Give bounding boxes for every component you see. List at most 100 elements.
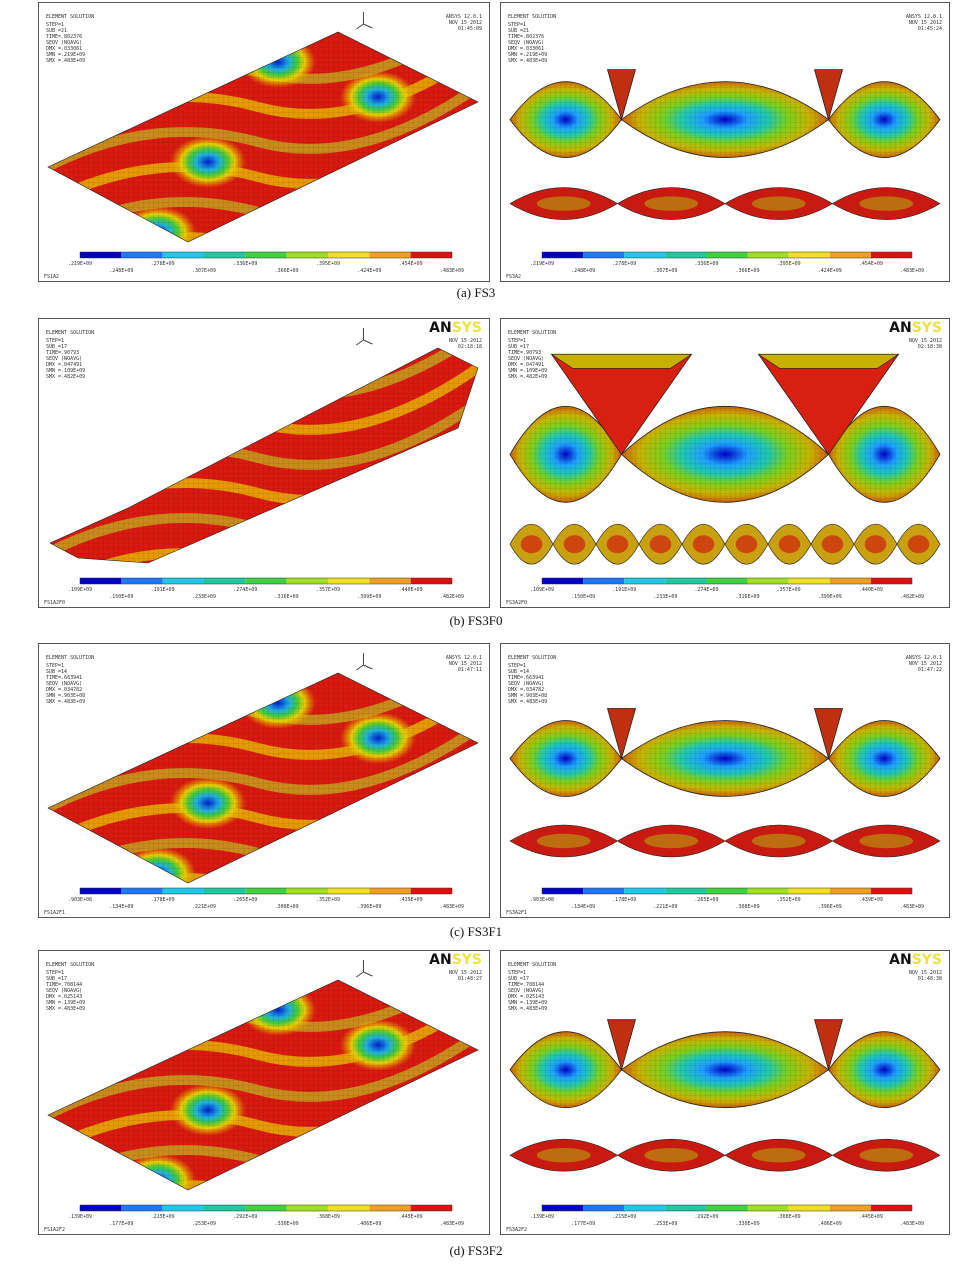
- legend-swatch: [871, 888, 912, 894]
- legend-swatch: [748, 888, 789, 894]
- small-lens-core: [859, 196, 913, 210]
- legend-swatch: [287, 1205, 328, 1211]
- legend-label: .307E+09: [192, 268, 216, 274]
- caption: (d) FS3F2: [449, 1243, 502, 1258]
- panel: ELEMENT SOLUTIONSTEP=1SUB =14TIME=.66394…: [38, 643, 498, 918]
- legend-swatch: [80, 1205, 121, 1211]
- legend-label: .395E+09: [777, 261, 801, 267]
- legend-label: .445E+09: [859, 1214, 883, 1220]
- legend-swatch: [80, 252, 121, 258]
- legend-label: .336E+09: [694, 261, 718, 267]
- logo-part: AN: [429, 952, 452, 968]
- legend-swatch: [287, 578, 328, 584]
- legend-swatch: [665, 252, 706, 258]
- legend-swatch: [204, 252, 245, 258]
- legend-swatch: [789, 888, 830, 894]
- legend-swatch: [542, 578, 583, 584]
- legend-swatch: [328, 888, 369, 894]
- logo-part: SYS: [912, 952, 942, 968]
- legend-swatch: [287, 252, 328, 258]
- stamp-line: 01:47:11: [458, 667, 482, 673]
- legend-label: .248E+09: [109, 268, 133, 274]
- legend-label: .483E+09: [900, 268, 924, 274]
- panel: ELEMENT SOLUTIONSTEP=1SUB =21TIME=.80237…: [38, 2, 498, 282]
- legend-label: .336E+09: [233, 261, 257, 267]
- legend-label: .191E+09: [151, 587, 175, 593]
- legend-swatch: [245, 888, 286, 894]
- legend-swatch: [369, 1205, 410, 1211]
- panel-title: ELEMENT SOLUTION: [508, 962, 556, 968]
- legend-swatch: [583, 252, 624, 258]
- panel-footer: FS3A2F1: [506, 910, 527, 916]
- legend-label: .177E+09: [109, 1221, 133, 1227]
- legend-swatch: [328, 578, 369, 584]
- legend-swatch: [369, 578, 410, 584]
- legend-label: .177E+09: [571, 1221, 595, 1227]
- legend-label: .483E+09: [440, 268, 464, 274]
- legend-label: .368E+09: [777, 1214, 801, 1220]
- legend-swatch: [789, 252, 830, 258]
- legend-label: .221E+09: [192, 904, 216, 910]
- legend-label: .366E+09: [275, 268, 299, 274]
- legend-label: .440E+09: [399, 587, 423, 593]
- legend-label: .265E+09: [694, 897, 718, 903]
- legend-swatch: [583, 578, 624, 584]
- stamp-line: 01:48:38: [918, 976, 942, 982]
- legend-swatch: [706, 1205, 747, 1211]
- legend-label: .150E+09: [571, 594, 595, 600]
- legend-swatch: [871, 578, 912, 584]
- small-lens-core: [537, 1148, 591, 1162]
- legend-label: .903E+08: [530, 897, 554, 903]
- info-line: SMX =.482E+09: [508, 374, 547, 380]
- legend-label: .316E+09: [275, 594, 299, 600]
- legend-label: .134E+09: [571, 904, 595, 910]
- legend-label: .274E+09: [233, 587, 257, 593]
- panel-footer: FS1A2F1: [44, 910, 65, 916]
- legend-label: .440E+09: [859, 587, 883, 593]
- logo-part: SYS: [912, 320, 942, 336]
- legend-label: .483E+09: [440, 904, 464, 910]
- caption: (a) FS3: [457, 285, 496, 300]
- legend-label: .330E+09: [736, 1221, 760, 1227]
- panel-title: ELEMENT SOLUTION: [46, 655, 94, 661]
- legend-swatch: [583, 888, 624, 894]
- legend-swatch: [624, 252, 665, 258]
- legend-label: .253E+09: [192, 1221, 216, 1227]
- small-lens-core: [644, 1148, 698, 1162]
- cone-band: [759, 354, 899, 368]
- legend-label: .150E+09: [109, 594, 133, 600]
- legend-swatch: [665, 578, 706, 584]
- legend-swatch: [80, 888, 121, 894]
- legend-swatch: [204, 578, 245, 584]
- legend-swatch: [328, 1205, 369, 1211]
- small-lens-core: [537, 196, 591, 210]
- small-lens-core: [752, 196, 806, 210]
- panel-title: ELEMENT SOLUTION: [508, 655, 556, 661]
- legend-swatch: [245, 578, 286, 584]
- stamp-line: 02:18:18: [458, 344, 482, 350]
- small-lens-core: [650, 535, 672, 553]
- legend-swatch: [163, 1205, 204, 1211]
- legend-label: .482E+09: [440, 594, 464, 600]
- logo-part: AN: [889, 320, 912, 336]
- panel-title: ELEMENT SOLUTION: [46, 330, 94, 336]
- legend-swatch: [665, 888, 706, 894]
- legend-label: .482E+09: [900, 594, 924, 600]
- legend-label: .445E+09: [399, 1214, 423, 1220]
- legend-label: .308E+09: [275, 904, 299, 910]
- legend-label: .215E+09: [151, 1214, 175, 1220]
- small-lens-core: [752, 1148, 806, 1162]
- small-lens-core: [822, 535, 844, 553]
- logo-part: SYS: [452, 952, 482, 968]
- legend-swatch: [706, 252, 747, 258]
- panel-footer: FS1A2: [44, 274, 59, 280]
- legend-swatch: [706, 888, 747, 894]
- legend-label: .396E+09: [357, 904, 381, 910]
- small-lens-core: [859, 834, 913, 848]
- legend-swatch: [542, 252, 583, 258]
- legend-label: .366E+09: [736, 268, 760, 274]
- legend-swatch: [830, 252, 871, 258]
